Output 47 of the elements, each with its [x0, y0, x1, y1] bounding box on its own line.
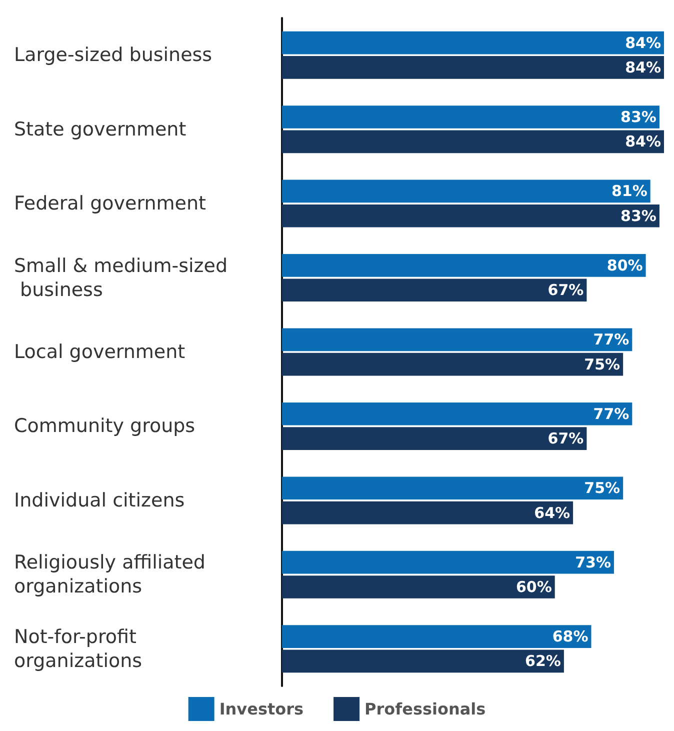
data-label: 67%: [548, 430, 584, 448]
bar: [282, 576, 555, 598]
data-label: 84%: [625, 132, 661, 151]
data-label: 77%: [593, 404, 630, 423]
y-tick-label: State government: [14, 118, 186, 140]
bar: [282, 278, 587, 302]
data-label: 75%: [584, 355, 620, 374]
bar: [282, 56, 664, 79]
data-label: 84%: [625, 58, 661, 76]
bar: [282, 254, 646, 277]
bar: [282, 476, 624, 500]
y-tick-label: Not-for-profit organizations: [14, 626, 142, 672]
bar: [282, 328, 632, 352]
data-label: 77%: [593, 330, 630, 349]
bar: [282, 31, 664, 54]
data-label: 84%: [625, 34, 661, 52]
data-label: 73%: [575, 553, 611, 572]
bar: [282, 501, 574, 524]
bar: [282, 625, 592, 648]
y-tick-label: Religiously affiliated organizations: [14, 552, 212, 598]
bar: [282, 204, 660, 228]
y-tick-label: Federal government: [14, 192, 206, 215]
legend-label: Professionals: [364, 700, 486, 718]
bar: [282, 352, 624, 376]
bar: [282, 550, 614, 574]
data-label: 67%: [548, 281, 584, 300]
data-label: 81%: [611, 182, 648, 200]
data-label: 64%: [534, 504, 570, 522]
y-tick-label: Small & medium-sized business: [14, 254, 228, 301]
bar: [282, 650, 564, 673]
legend-label: Investors: [219, 700, 304, 718]
y-tick-label: Individual citizens: [14, 489, 185, 512]
y-tick-label: Community groups: [14, 415, 196, 438]
data-label: 80%: [606, 256, 643, 274]
y-tick-label: Large-sized business: [14, 44, 212, 66]
bar: [282, 180, 650, 203]
bar: [282, 130, 664, 154]
data-label: 83%: [620, 206, 656, 225]
data-label: 60%: [516, 578, 552, 596]
data-label: 68%: [552, 628, 588, 646]
bar: [282, 427, 587, 450]
data-label: 62%: [525, 652, 561, 670]
data-label: 83%: [620, 108, 656, 126]
bar: [282, 106, 660, 128]
data-label: 75%: [584, 479, 620, 498]
bar: [282, 402, 632, 426]
y-tick-label: Local government: [14, 341, 186, 363]
